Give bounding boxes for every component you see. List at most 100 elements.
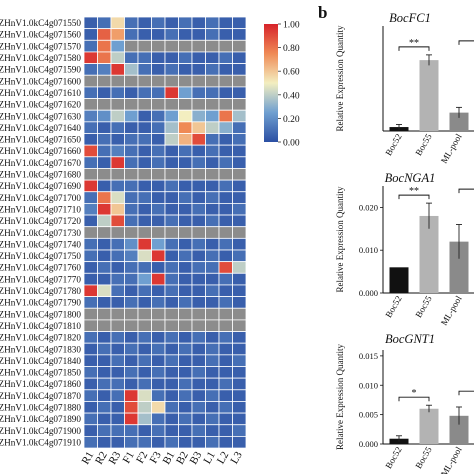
row-label: BnaleZHnV1.0kC4g071650: [0, 135, 81, 145]
heatmap-cell: [137, 191, 152, 204]
heatmap-cell: [218, 121, 233, 134]
heatmap-cell: [83, 307, 98, 321]
heatmap-cell: [178, 237, 193, 251]
heatmap-cell: [110, 424, 125, 437]
heatmap-cell: [137, 133, 152, 146]
heatmap-cell: [124, 179, 139, 193]
heatmap-cell: [110, 144, 125, 158]
row-label: BnaleZHnV1.0kC4g071910: [0, 437, 81, 447]
heatmap-cell: [83, 401, 98, 414]
heatmap-cell: [218, 156, 233, 169]
heatmap-cell: [218, 144, 233, 158]
heatmap-cell: [110, 389, 125, 402]
bar-chart: BocNGA1 Relative Expression Quantity 0.000…: [335, 171, 474, 327]
heatmap-cell: [83, 179, 98, 193]
row-label: BnaleZHnV1.0kC4g071810: [0, 321, 81, 331]
heatmap-cell: [137, 272, 152, 286]
heatmap-cell: [164, 331, 179, 344]
heatmap-cell: [218, 28, 233, 41]
column-label: R2: [93, 450, 110, 467]
heatmap-cell: [110, 261, 125, 274]
heatmap-cell: [83, 144, 98, 158]
heatmap-cell: [83, 319, 98, 332]
heatmap-cell: [178, 284, 193, 298]
heatmap-cell: [110, 63, 125, 76]
chart-title: BocGNT1: [385, 332, 435, 346]
colorbar-tick-label: 0.40: [283, 91, 300, 101]
heatmap-cell: [137, 296, 152, 309]
category-label: Boc55: [413, 294, 434, 320]
column-label: L2: [215, 450, 232, 467]
heatmap-cell: [232, 401, 247, 414]
heatmap-cell: [205, 435, 220, 449]
heatmap-cell: [124, 144, 139, 158]
row-label: BnaleZHnV1.0kC4g071720: [0, 216, 81, 226]
heatmap-cell: [110, 16, 125, 30]
heatmap-cell: [137, 179, 152, 193]
heatmap-cell: [178, 179, 193, 193]
significance-bracket: [458, 188, 474, 194]
heatmap-cell: [83, 377, 98, 391]
heatmap-cell: [232, 237, 247, 251]
heatmap-cell: [205, 296, 220, 309]
heatmap-cell: [83, 28, 98, 41]
heatmap-cell: [232, 342, 247, 356]
heatmap-cell: [232, 98, 247, 111]
heatmap-cell: [137, 331, 152, 344]
heatmap-cell: [124, 16, 139, 30]
heatmap-cell: [137, 261, 152, 274]
heatmap-cell: [178, 28, 193, 41]
heatmap-cell: [124, 354, 139, 367]
heatmap-cell: [97, 51, 112, 65]
significance-bracket: [398, 396, 430, 402]
heatmap-cell: [97, 284, 112, 298]
significance-bracket: [398, 194, 430, 200]
heatmap-cell: [205, 156, 220, 169]
row-label: BnaleZHnV1.0kC4g071600: [0, 76, 81, 86]
heatmap-cell: [137, 366, 152, 379]
heatmap-cell: [191, 39, 206, 53]
heatmap-cell: [218, 331, 233, 344]
heatmap-cell: [232, 319, 247, 332]
heatmap-cell: [164, 156, 179, 169]
bar: [419, 60, 439, 131]
bar: [419, 408, 439, 444]
heatmap-cell: [191, 133, 206, 146]
heatmap-cell: [97, 16, 112, 30]
heatmap-cell: [151, 284, 166, 298]
heatmap-cell: [164, 74, 179, 88]
heatmap-cell: [151, 28, 166, 41]
heatmap-cell: [218, 284, 233, 298]
row-label: BnaleZHnV1.0kC4g071630: [0, 111, 81, 121]
heatmap-cell: [205, 272, 220, 286]
heatmap-cell: [218, 354, 233, 367]
heatmap-cell: [110, 226, 125, 239]
heatmap-cell: [151, 202, 166, 216]
heatmap-cell: [124, 168, 139, 181]
heatmap-cell: [164, 435, 179, 449]
heatmap-cell: [110, 377, 125, 391]
heatmap-cell: [137, 342, 152, 356]
heatmap-cell: [164, 51, 179, 65]
heatmap-cell: [178, 121, 193, 134]
heatmap-cell: [232, 202, 247, 216]
heatmap-cell: [232, 249, 247, 263]
heatmap-cell: [164, 121, 179, 134]
heatmap-cell: [110, 319, 125, 332]
row-label: BnaleZHnV1.0kC4g071780: [0, 286, 81, 296]
heatmap-cell: [151, 319, 166, 332]
heatmap-cell: [164, 191, 179, 204]
row-label: BnaleZHnV1.0kC4g071640: [0, 123, 81, 133]
heatmap-cell: [124, 342, 139, 356]
heatmap-cell: [137, 121, 152, 134]
heatmap-cell: [205, 342, 220, 356]
heatmap-cell: [164, 179, 179, 193]
heatmap-cell: [164, 168, 179, 181]
heatmap-cell: [124, 51, 139, 65]
heatmap-cell: [110, 179, 125, 193]
row-label: BnaleZHnV1.0kC4g071740: [0, 239, 81, 249]
heatmap-cell: [191, 366, 206, 379]
heatmap-cell: [97, 424, 112, 437]
heatmap-cell: [124, 412, 139, 426]
heatmap-cell: [151, 109, 166, 123]
